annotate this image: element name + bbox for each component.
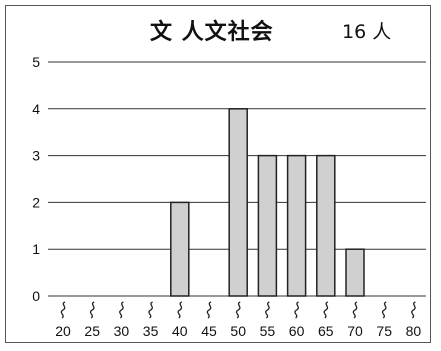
y-axis-ticks: 0 1 2 3 4 5 [32,54,40,304]
x-tick-label: 35 [143,323,159,339]
axis-break-mark [178,302,182,318]
bar-55 [258,156,276,296]
bar-60 [288,156,306,296]
y-tick-label: 2 [32,194,40,210]
bar-40 [171,202,189,296]
x-tick-label: 25 [84,323,100,339]
axis-break-mark [207,302,211,318]
bar-70 [346,249,364,296]
axis-break-mark [382,302,386,318]
y-tick-label: 0 [32,288,40,304]
x-tick-label: 40 [172,323,188,339]
axis-break-mark [295,302,299,318]
axis-break-mark [353,302,357,318]
x-tick-label: 75 [376,323,392,339]
x-axis-ticks: 20 25 30 35 40 45 50 55 60 65 70 75 80 [55,323,421,339]
axis-break-mark [90,302,94,318]
bar-65 [317,156,335,296]
axis-break-mark [61,302,65,318]
axis-break-mark [412,302,416,318]
x-tick-label: 50 [230,323,246,339]
x-tick-label: 65 [318,323,334,339]
x-tick-label: 30 [114,323,130,339]
axis-break-mark [149,302,153,318]
x-tick-label: 55 [260,323,276,339]
y-tick-label: 3 [32,148,40,164]
y-tick-label: 1 [32,241,40,257]
y-tick-label: 5 [32,54,40,70]
axis-break-mark [236,302,240,318]
axis-break-mark [324,302,328,318]
x-tick-label: 20 [55,323,71,339]
axis-break-marks [61,302,415,318]
bar-50 [229,109,247,296]
x-tick-label: 80 [406,323,422,339]
x-tick-label: 60 [289,323,305,339]
y-tick-label: 4 [32,101,40,117]
axis-break-mark [120,302,124,318]
axis-break-mark [266,302,270,318]
x-tick-label: 70 [347,323,363,339]
x-tick-label: 45 [201,323,217,339]
